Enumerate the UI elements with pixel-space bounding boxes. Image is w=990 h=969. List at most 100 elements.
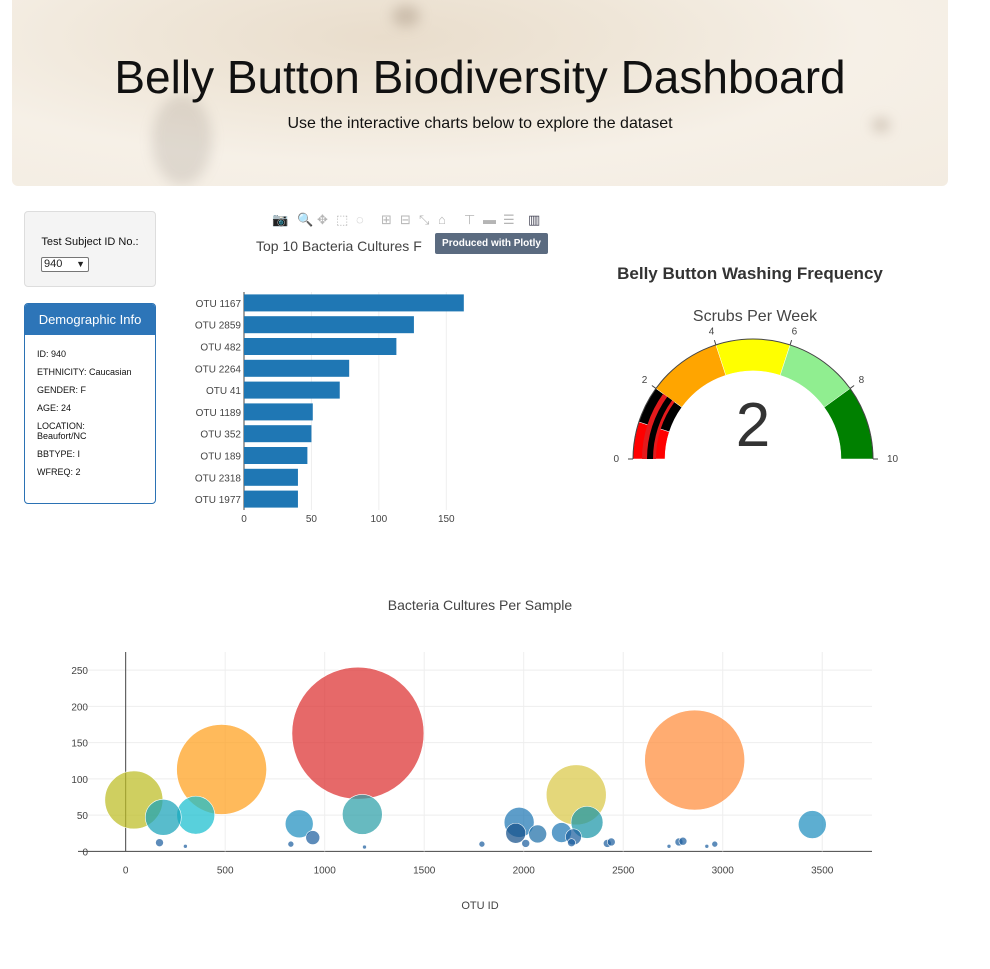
plotly-modebar: 📷 🔍 ✥ ⬚ ◌ ⊞ ⊟ ⤡ ⌂ ⊤ ▬ ☰ ▥ xyxy=(270,212,550,230)
pan-icon[interactable]: ✥ xyxy=(317,212,328,227)
gauge-tick-label: 10 xyxy=(887,454,899,465)
bubble-point xyxy=(711,840,719,848)
demographic-row-age: AGE: 24 xyxy=(37,403,72,413)
bubble-chart-x-tick-label: 1000 xyxy=(314,865,337,876)
bubble-chart-x-tick-label: 3000 xyxy=(712,865,735,876)
bubble-chart-x-tick-label: 1500 xyxy=(413,865,436,876)
bubble-point xyxy=(155,838,164,847)
bar-category-label: OTU 2859 xyxy=(195,321,242,332)
bar-category-label: OTU 2264 xyxy=(195,364,242,375)
bubble-point xyxy=(570,806,604,839)
background-blur-decoration xyxy=(152,95,212,185)
gauge-value: 2 xyxy=(736,391,770,460)
bubble-point xyxy=(606,837,616,847)
bubble-point xyxy=(478,840,486,848)
bar-category-label: OTU 189 xyxy=(200,452,241,463)
background-blur-decoration xyxy=(872,118,890,132)
gauge-ticks: 0 2 4 6 8 10 xyxy=(613,327,898,465)
gauge-tick-label: 0 xyxy=(613,454,619,465)
gauge-tick xyxy=(713,339,717,346)
subject-selector-card: Test Subject ID No.: 940 ▼ xyxy=(24,211,156,287)
page-subtitle: Use the interactive charts below to expl… xyxy=(287,115,673,132)
lasso-icon[interactable]: ◌ xyxy=(356,212,364,227)
page-title: Belly Button Biodiversity Dashboard xyxy=(114,51,846,103)
bar-chart-x-tick-label: 0 xyxy=(241,514,247,525)
bar-chart-x-ticks: 0 50 100 150 xyxy=(241,514,455,525)
demographic-row-location: LOCATION: Beaufort/NC xyxy=(37,421,87,441)
bubble-chart-points xyxy=(104,666,827,850)
bubble-chart-y-tick-label: 150 xyxy=(71,739,88,750)
gauge-step xyxy=(715,338,791,376)
zoom-icon[interactable]: 🔍 xyxy=(297,212,314,227)
gauge-tick-label: 6 xyxy=(792,327,798,338)
demographic-row-id: ID: 940 xyxy=(37,349,67,359)
bubble-point xyxy=(666,843,672,849)
bubble-point xyxy=(797,810,827,839)
demographic-info-title: Demographic Info xyxy=(25,304,155,335)
bubble-chart-x-tick-label: 2500 xyxy=(612,865,635,876)
bubble-point xyxy=(176,795,216,835)
box-select-icon[interactable]: ⬚ xyxy=(336,212,349,227)
hover-compare-icon[interactable]: ☰ xyxy=(503,212,515,227)
bar-category-label: OTU 482 xyxy=(200,343,241,354)
subject-id-value: 940 xyxy=(44,258,63,270)
bar-chart-title: Top 10 Bacteria Cultures F xyxy=(256,238,422,254)
bar xyxy=(244,403,313,421)
gauge-tick xyxy=(651,385,657,389)
plotly-logo-icon[interactable]: ▥ xyxy=(528,212,541,227)
bubble-chart-xlabel: OTU ID xyxy=(461,900,498,912)
bubble-point xyxy=(176,724,267,815)
bubble-point xyxy=(305,830,321,845)
bubble-chart-x-tick-label: 2000 xyxy=(513,865,536,876)
gauge-tick xyxy=(849,385,855,389)
gauge-tick xyxy=(789,339,793,346)
gauge-value-bar-core xyxy=(647,396,673,460)
bar-category-label: OTU 1167 xyxy=(196,299,242,310)
bar xyxy=(244,294,464,312)
bubble-point xyxy=(521,839,531,848)
gauge-tick-label: 8 xyxy=(859,375,865,386)
bar xyxy=(244,359,350,377)
bar-category-label: OTU 41 xyxy=(206,386,241,397)
bar xyxy=(244,468,298,486)
bubble-chart-x-tick-label: 500 xyxy=(217,865,234,876)
bubble-point xyxy=(287,840,295,848)
bar-chart-x-tick-label: 100 xyxy=(371,514,388,525)
bar-category-label: OTU 1189 xyxy=(196,408,242,419)
camera-icon[interactable]: 📷 xyxy=(272,212,289,227)
bubble-chart-y-tick-label: 0 xyxy=(82,847,88,858)
home-icon[interactable]: ⌂ xyxy=(438,212,446,227)
hover-closest-icon[interactable]: ▬ xyxy=(483,212,496,227)
bar-category-label: OTU 2318 xyxy=(195,473,242,484)
bar-chart-category-labels: OTU 1167 OTU 2859 OTU 482 OTU 2264 OTU 41 OTU… xyxy=(195,299,242,506)
demographic-row-gender: GENDER: F xyxy=(37,385,87,395)
bar xyxy=(244,381,340,399)
bubble-point xyxy=(291,666,425,800)
wash-frequency-gauge: Belly Button Washing Frequency Scrubs Pe… xyxy=(613,264,898,465)
gauge-tick-label: 4 xyxy=(709,327,715,338)
bubble-point xyxy=(644,709,745,811)
bubble-chart-y-tick-label: 200 xyxy=(71,702,88,713)
zoom-out-icon[interactable]: ⊟ xyxy=(400,212,411,227)
top10-bar-chart: Top 10 Bacteria Cultures F OTU 1167 OTU 2… xyxy=(195,238,464,525)
autoscale-icon[interactable]: ⤡ xyxy=(419,212,430,227)
bubble-chart-x-ticks: 0 500 1000 1500 2000 2500 3000 3500 xyxy=(123,865,834,876)
bubble-point xyxy=(678,836,688,846)
chevron-down-icon: ▼ xyxy=(76,259,85,269)
bubble-chart-x-tick-label: 3500 xyxy=(811,865,834,876)
gauge-outline xyxy=(632,338,874,460)
gauge-title: Belly Button Washing Frequency xyxy=(617,264,883,283)
subject-selector-label: Test Subject ID No.: xyxy=(41,236,139,248)
demographic-info-body: ID: 940 ETHNICITY: Caucasian GENDER: F A… xyxy=(25,335,155,477)
bubble-point xyxy=(144,799,182,836)
subject-id-dropdown[interactable]: 940 ▼ xyxy=(41,257,89,272)
bar xyxy=(244,316,414,334)
bar-chart-bars xyxy=(244,294,464,508)
gauge-tick-label: 2 xyxy=(642,375,648,386)
spike-icon[interactable]: ⊤ xyxy=(464,212,476,227)
bubble-chart: Bacteria Cultures Per Sample 0 500 1000 150… xyxy=(71,597,872,912)
bubble-point xyxy=(567,838,576,847)
bubble-chart-y-ticks: 0 50 100 150 200 250 xyxy=(71,666,88,858)
bar xyxy=(244,490,298,508)
zoom-in-icon[interactable]: ⊞ xyxy=(381,212,392,227)
